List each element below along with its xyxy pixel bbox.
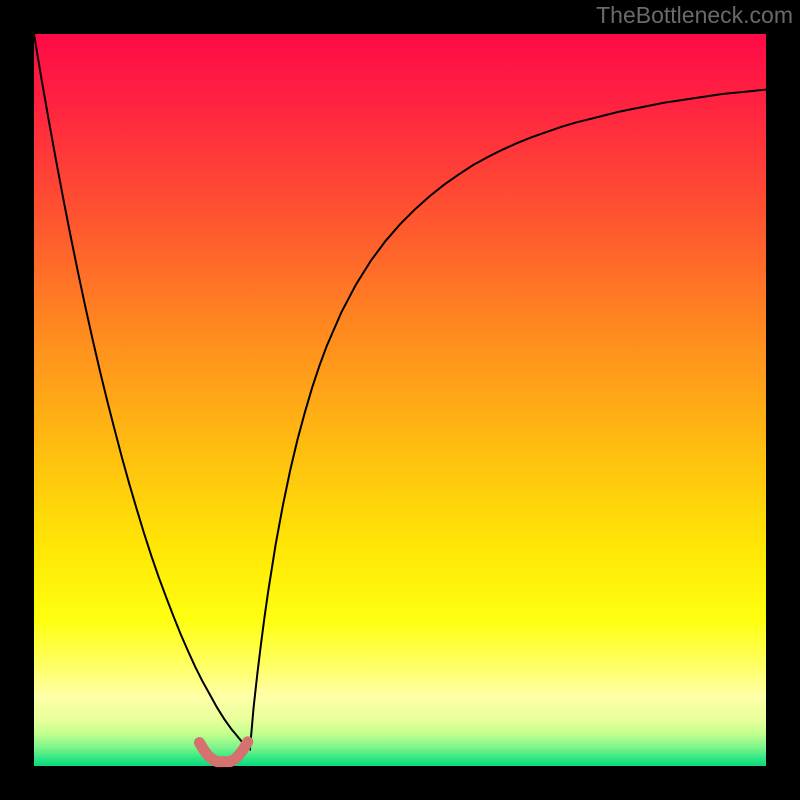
heatmap-gradient-background: [34, 34, 766, 766]
watermark-text: TheBottleneck.com: [596, 2, 793, 29]
chart-container: TheBottleneck.com: [0, 0, 800, 800]
